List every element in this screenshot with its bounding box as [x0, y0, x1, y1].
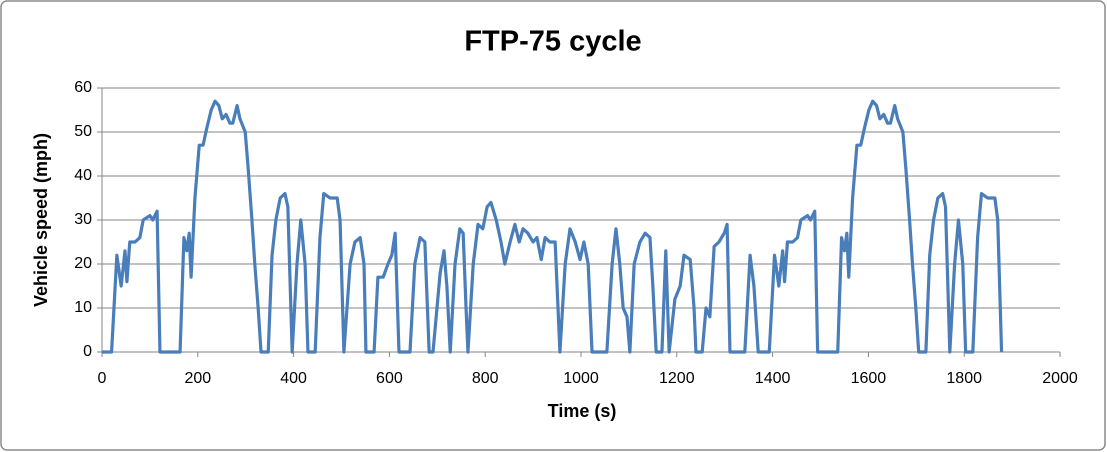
y-tick-label: 30 — [74, 211, 92, 228]
y-tick-label: 10 — [74, 299, 92, 316]
x-axis-title: Time (s) — [548, 401, 617, 421]
y-tick-label: 0 — [83, 343, 92, 360]
x-tick-label: 600 — [376, 370, 403, 387]
x-tick-label: 400 — [280, 370, 307, 387]
x-tick-label: 0 — [98, 370, 107, 387]
chart-title: FTP-75 cycle — [464, 26, 641, 58]
y-tick-label: 20 — [74, 255, 92, 272]
x-tick-label: 1800 — [946, 370, 982, 387]
x-tick-label: 1200 — [659, 370, 695, 387]
x-tick-label: 1000 — [563, 370, 599, 387]
y-tick-label: 40 — [74, 167, 92, 184]
x-tick-label: 2000 — [1042, 370, 1078, 387]
x-tick-label: 1600 — [851, 370, 887, 387]
data-line — [102, 99, 1004, 354]
y-tick-label: 60 — [74, 79, 92, 96]
x-tick-label: 200 — [184, 370, 211, 387]
y-axis-title: Vehicle speed (mph) — [31, 133, 51, 307]
x-tick-label: 800 — [472, 370, 499, 387]
x-tick-label: 1400 — [755, 370, 791, 387]
y-tick-label: 50 — [74, 123, 92, 140]
